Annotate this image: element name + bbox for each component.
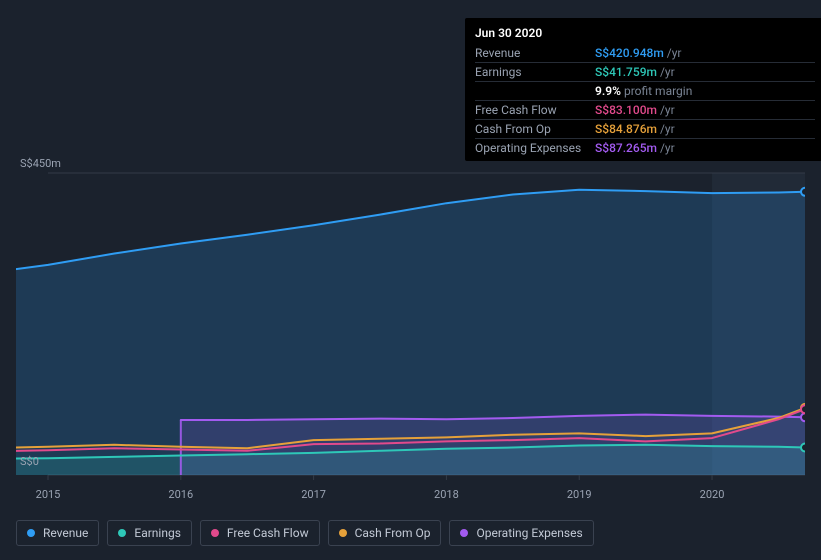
financial-chart-panel: S$450m S$0 2015 2016 2017 2018 2019 2020 Reve… xyxy=(0,0,821,560)
legend-dot xyxy=(118,529,126,537)
legend: Revenue Earnings Free Cash Flow Cash From O… xyxy=(16,520,594,546)
tooltip-row-label: Revenue xyxy=(475,44,595,63)
data-tooltip: Jun 30 2020 RevenueS$420.948m /yrEarning… xyxy=(465,18,821,161)
legend-item[interactable]: Free Cash Flow xyxy=(200,520,320,546)
legend-item[interactable]: Earnings xyxy=(107,520,192,546)
legend-dot xyxy=(460,529,468,537)
tooltip-row-label: Operating Expenses xyxy=(475,139,595,158)
legend-label: Operating Expenses xyxy=(476,526,582,540)
chart-area xyxy=(16,155,805,500)
tooltip-row-label: Earnings xyxy=(475,63,595,82)
legend-item[interactable]: Revenue xyxy=(16,520,99,546)
tooltip-row-value: S$420.948m /yr xyxy=(595,44,815,63)
legend-dot xyxy=(339,529,347,537)
tooltip-row-value: S$84.876m /yr xyxy=(595,120,815,139)
x-tick: 2017 xyxy=(301,488,326,501)
legend-label: Earnings xyxy=(134,526,181,540)
x-tick: 2015 xyxy=(36,488,61,501)
x-tick: 2016 xyxy=(168,488,193,501)
tooltip-row-label: Cash From Op xyxy=(475,120,595,139)
legend-dot xyxy=(211,529,219,537)
tooltip-date: Jun 30 2020 xyxy=(475,26,815,40)
legend-label: Revenue xyxy=(43,526,88,540)
legend-label: Free Cash Flow xyxy=(227,526,309,540)
y-label-bot: S$0 xyxy=(20,455,39,468)
x-axis: 2015 2016 2017 2018 2019 2020 xyxy=(16,482,821,502)
x-tick: 2019 xyxy=(567,488,592,501)
legend-item[interactable]: Operating Expenses xyxy=(449,520,593,546)
legend-item[interactable]: Cash From Op xyxy=(328,520,442,546)
legend-dot xyxy=(27,529,35,537)
x-tick: 2018 xyxy=(434,488,459,501)
tooltip-row-label xyxy=(475,82,595,101)
tooltip-table: RevenueS$420.948m /yrEarningsS$41.759m /… xyxy=(475,44,815,157)
tooltip-row-value: 9.9% profit margin xyxy=(595,82,815,101)
tooltip-row-value: S$87.265m /yr xyxy=(595,139,815,158)
tooltip-row-value: S$83.100m /yr xyxy=(595,101,815,120)
legend-label: Cash From Op xyxy=(355,526,431,540)
tooltip-row-label: Free Cash Flow xyxy=(475,101,595,120)
x-tick: 2020 xyxy=(700,488,725,501)
chart-svg[interactable] xyxy=(16,155,805,500)
tooltip-row-value: S$41.759m /yr xyxy=(595,63,815,82)
y-label-top: S$450m xyxy=(20,157,61,170)
